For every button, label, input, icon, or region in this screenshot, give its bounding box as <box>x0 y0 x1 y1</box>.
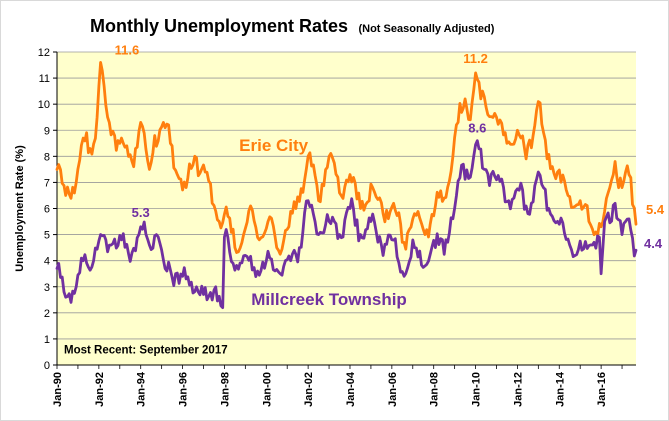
series-line-millcreek-township <box>55 139 638 309</box>
chart-title-group: Monthly Unemployment Rates (Not Seasonal… <box>90 16 495 36</box>
data-label: 5.4 <box>646 202 665 217</box>
x-tick-label: Jan-10 <box>471 372 483 407</box>
y-tick-label: 11 <box>39 73 50 85</box>
y-tick-label: 6 <box>44 204 50 216</box>
series-line-erie-city <box>55 61 638 256</box>
data-label: 5.3 <box>132 205 150 220</box>
x-tick-label: Jan-16 <box>596 372 608 407</box>
y-tick-label: 10 <box>38 99 50 111</box>
x-tick-label: Jan-12 <box>512 372 524 407</box>
data-labels: 11.6 5.3 11.2 8.6 5.4 4.4 <box>115 42 665 251</box>
data-label: 11.2 <box>463 51 488 66</box>
series-label-erie-city: Erie City <box>239 136 309 155</box>
x-tick-label: Jan-02 <box>303 372 315 407</box>
x-tick-label: Jan-06 <box>387 372 399 407</box>
y-tick-label: 5 <box>44 230 50 242</box>
y-axis-label: Unemployment Rate (%) <box>14 145 26 272</box>
x-tick-label: Jan-04 <box>345 371 357 407</box>
y-tick-label: 7 <box>44 177 50 189</box>
series-label-millcreek-township: Millcreek Township <box>251 290 407 309</box>
most-recent-note: Most Recent: September 2017 <box>64 344 228 356</box>
x-tick-label: Jan-90 <box>52 372 64 407</box>
y-tick-label: 9 <box>44 125 50 137</box>
y-tick-label: 2 <box>44 308 50 320</box>
y-tick-label: 1 <box>44 334 50 346</box>
chart-subtitle: (Not Seasonally Adjusted) <box>358 23 494 35</box>
data-label: 11.6 <box>115 42 140 57</box>
y-tick-label: 4 <box>44 256 50 268</box>
x-tick-label: Jan-94 <box>136 371 148 407</box>
y-tick-label: 3 <box>44 282 50 294</box>
y-tick-label: 0 <box>44 360 50 372</box>
y-tick-label: 12 <box>38 47 50 59</box>
data-label: 4.4 <box>644 236 663 251</box>
x-tick-label: Jan-00 <box>261 372 273 407</box>
x-tick-label: Jan-98 <box>219 372 231 407</box>
x-tick-label: Jan-96 <box>178 372 190 407</box>
chart-title: Monthly Unemployment Rates <box>90 16 348 36</box>
x-tick-label: Jan-14 <box>554 371 566 407</box>
y-tick-label: 8 <box>44 151 50 163</box>
series-lines <box>55 61 638 309</box>
x-tick-label: Jan-92 <box>94 372 106 407</box>
x-tick-label: Jan-08 <box>429 372 441 407</box>
data-label: 8.6 <box>468 121 486 136</box>
